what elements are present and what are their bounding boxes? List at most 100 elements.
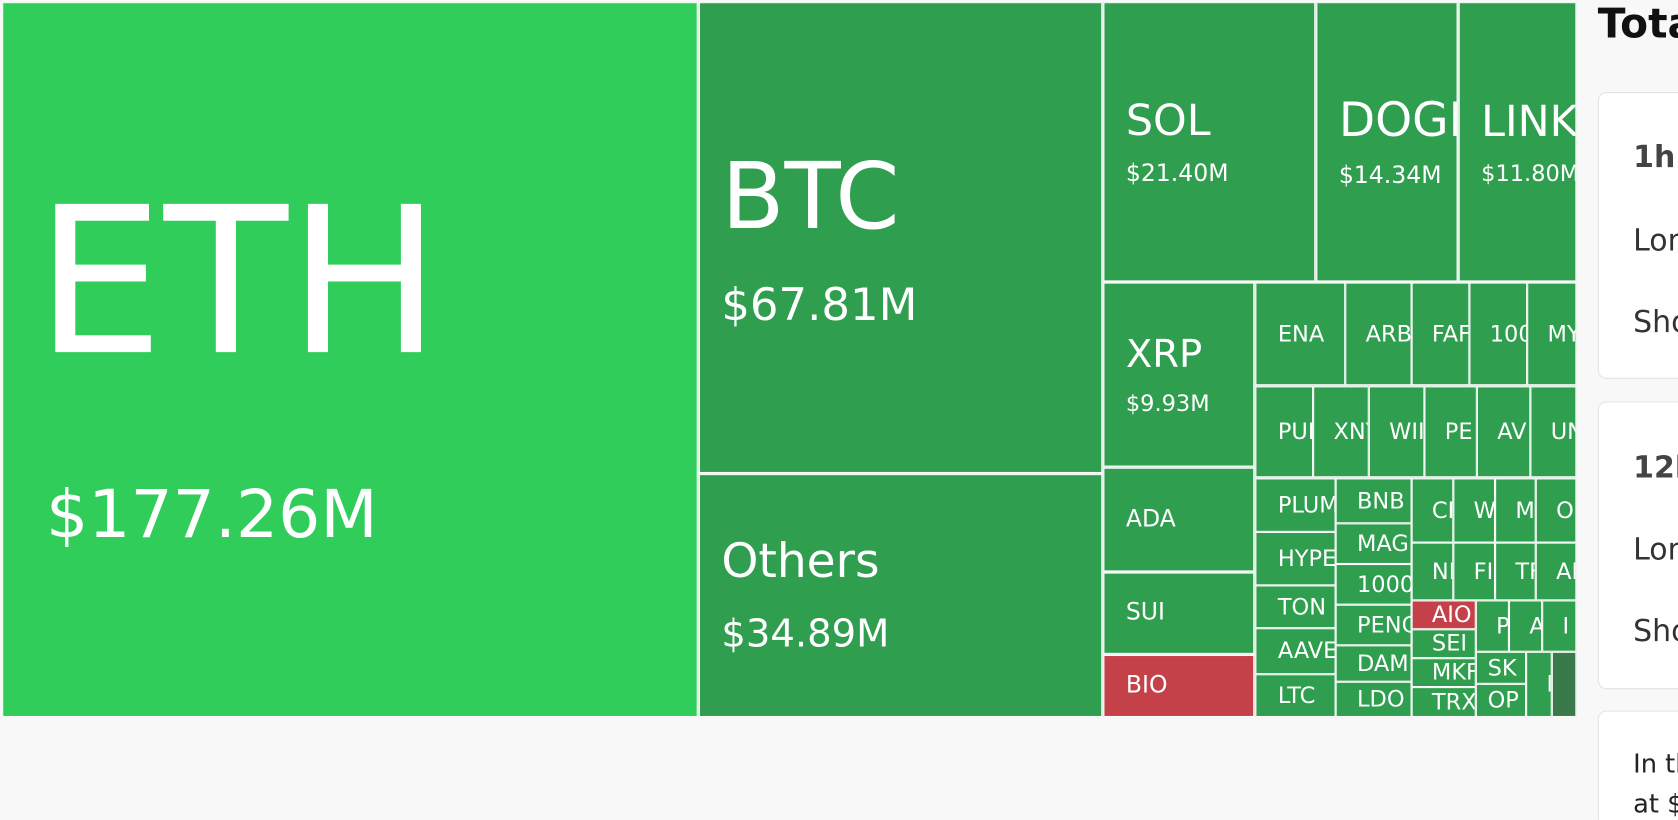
treemap-tile: WII <box>1368 386 1425 478</box>
treemap-tile: I <box>1526 651 1552 718</box>
tile-label: SK <box>1487 654 1517 681</box>
tile-value: $21.40M <box>1125 160 1229 187</box>
treemap-tile: 1000 <box>1335 563 1412 605</box>
treemap-tile: A <box>1508 600 1543 652</box>
treemap-tile: TF <box>1495 542 1536 601</box>
treemap-tile: P <box>1475 600 1509 652</box>
tile-label: AI <box>1556 558 1577 585</box>
card <box>1597 401 1678 690</box>
tile-label: 100 <box>1489 320 1526 347</box>
tile-label: PLUM <box>1277 492 1336 518</box>
tile-label: Others <box>721 533 880 589</box>
tile-label: TF <box>1515 558 1534 585</box>
tile-label: P <box>1496 613 1509 639</box>
treemap-tile: SEI <box>1411 629 1476 659</box>
card <box>1597 92 1678 379</box>
treemap-tile: W <box>1453 478 1496 543</box>
treemap-tile: TON <box>1255 585 1336 629</box>
tile-label: FAF <box>1431 320 1470 347</box>
tile-label: CF <box>1431 497 1452 524</box>
tile-label: LTC <box>1277 682 1316 709</box>
tile-label: ARB <box>1365 320 1412 347</box>
treemap-tile: BNB <box>1335 478 1412 524</box>
tile-label: AV <box>1497 418 1527 445</box>
treemap-tile: MKF <box>1411 658 1476 688</box>
tile-label: SEI <box>1431 630 1468 657</box>
treemap-tile: PE <box>1424 386 1477 478</box>
tile-label: BTC <box>721 143 900 251</box>
tile-label: W <box>1473 497 1496 524</box>
tile-label: HYPE <box>1277 545 1336 572</box>
treemap-tile: I <box>1542 600 1577 652</box>
treemap-tile: 100 <box>1469 282 1528 386</box>
tile-label: XNY <box>1333 418 1367 445</box>
tile-value: $11.80M <box>1481 160 1577 186</box>
tile-label: OP <box>1487 687 1519 714</box>
tile-label: LDO <box>1357 686 1405 713</box>
tile-label: A <box>1529 613 1541 639</box>
card-row: Sho <box>1633 613 1678 649</box>
card-row: Sho <box>1633 303 1678 340</box>
tile-value: $67.81M <box>721 277 918 331</box>
treemap-tile: OP <box>1475 683 1527 718</box>
treemap-tile: PLUM <box>1255 478 1336 532</box>
treemap-tile: BIO <box>1103 654 1255 718</box>
tile-label: AAVE <box>1277 638 1336 664</box>
treemap-tile: MAG <box>1335 523 1412 564</box>
treemap-tile: PUI <box>1255 386 1314 478</box>
tile-label: WII <box>1389 418 1425 445</box>
treemap-tile: DOGE $14.34M <box>1316 2 1458 282</box>
tile-value: $14.34M <box>1338 162 1442 190</box>
note-line: at $ <box>1633 788 1678 819</box>
tile-label: AIO <box>1431 601 1472 628</box>
tile-label: ETH <box>35 164 441 401</box>
tile-label: NI <box>1431 558 1454 585</box>
tile-label: UN <box>1550 418 1576 445</box>
tile-label: XRP <box>1125 332 1203 377</box>
treemap-tile: Others $34.89M <box>698 474 1103 718</box>
treemap-tile: TRX <box>1411 687 1476 718</box>
card-period: 12h <box>1633 449 1678 485</box>
tile-label: ADA <box>1125 506 1176 533</box>
treemap-tile: FAF <box>1411 282 1470 386</box>
tile-label: PENG <box>1357 612 1411 638</box>
tile-label: TON <box>1277 593 1327 620</box>
treemap-tile <box>1551 651 1577 718</box>
treemap-tile: CF <box>1411 478 1454 543</box>
tile-label: TRX <box>1431 689 1476 715</box>
treemap-tile: ADA <box>1103 467 1255 572</box>
panel-title: Tota <box>1597 0 1678 48</box>
tile-label: PUI <box>1277 418 1314 445</box>
treemap-tile: AAVE <box>1255 628 1336 675</box>
tile-value: $177.26M <box>46 474 378 554</box>
treemap-tile: MY <box>1527 282 1577 386</box>
treemap-tile: UN <box>1530 386 1577 478</box>
tile-label: MY <box>1547 320 1576 347</box>
card-row: Lon <box>1633 531 1678 568</box>
tile-label: DOGE <box>1338 93 1457 148</box>
treemap-tile: XRP $9.93M <box>1103 282 1255 467</box>
tile-label: MAG <box>1357 530 1409 557</box>
treemap-tile: M <box>1495 478 1536 543</box>
treemap-tile: SOL $21.40M <box>1103 2 1316 282</box>
treemap-tile: AIO <box>1411 600 1476 630</box>
tile-label: I <box>1562 613 1570 639</box>
treemap-tile: ENA <box>1255 282 1346 386</box>
note-line: In th <box>1633 749 1678 780</box>
tile-label: BIO <box>1125 672 1168 700</box>
tile-label: M <box>1515 497 1535 524</box>
tile-label: LINK <box>1481 97 1577 147</box>
card-row: Lon <box>1633 222 1678 258</box>
card-period: 1h <box>1633 139 1676 175</box>
tile-label: BNB <box>1357 487 1405 514</box>
treemap-tile: LINK $11.80M <box>1458 2 1577 282</box>
treemap-tile: DAM <box>1335 645 1412 682</box>
tile-label: SUI <box>1125 599 1165 627</box>
treemap-tile: AI <box>1535 542 1577 601</box>
tile-label: O <box>1556 497 1574 524</box>
treemap-tile: LDO <box>1335 681 1412 718</box>
treemap-tile: ETH $177.26M <box>2 2 698 718</box>
tile-value: $34.89M <box>721 612 890 657</box>
tile-value: $9.93M <box>1125 390 1210 417</box>
treemap-tile: HYPE <box>1255 531 1336 586</box>
